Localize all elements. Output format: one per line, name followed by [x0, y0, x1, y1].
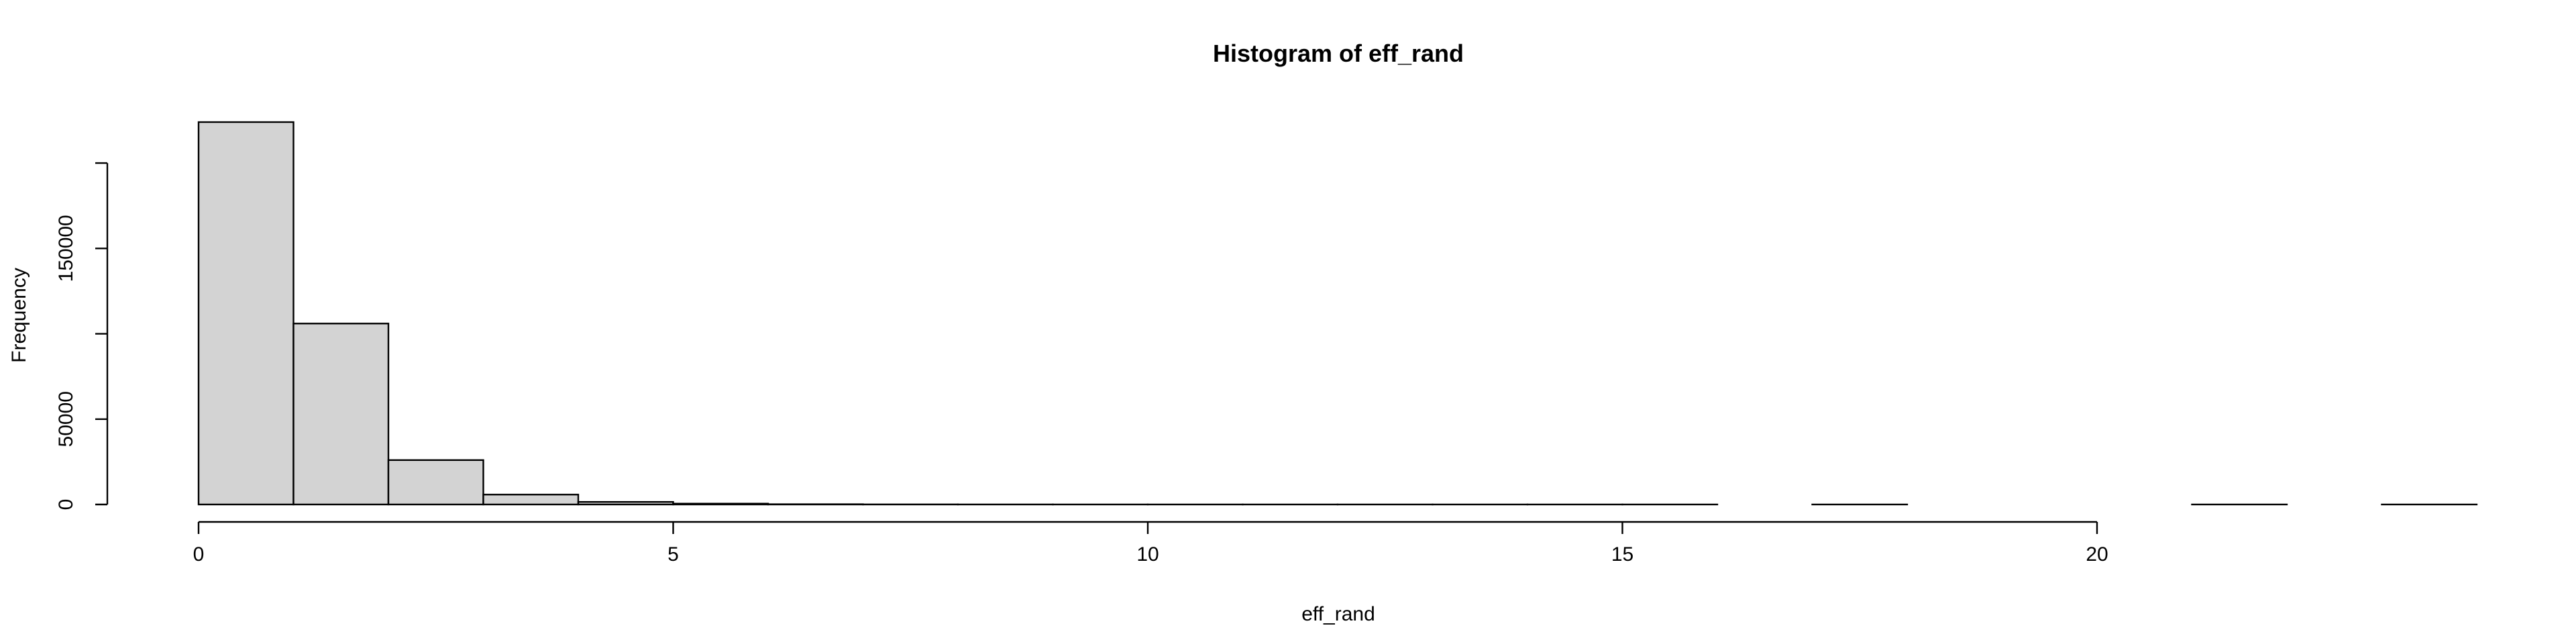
histogram-bar [577, 500, 674, 506]
y-tick-label: 150000 [55, 215, 77, 282]
x-tick-label: 20 [2086, 543, 2108, 566]
x-tick-label: 0 [193, 543, 205, 566]
histogram-bar [197, 121, 294, 506]
chart-title: Histogram of eff_rand [1213, 40, 1464, 67]
y-tick-label: 0 [55, 499, 77, 511]
histogram-bar [387, 459, 484, 506]
histogram-bar [292, 323, 390, 506]
x-tick-label: 5 [667, 543, 679, 566]
y-axis-title: Frequency [8, 268, 30, 363]
x-tick-label: 15 [1611, 543, 1633, 566]
histogram-bars [197, 121, 2478, 506]
x-axis: 0 5 10 15 20 [193, 521, 2108, 566]
histogram-bar [482, 494, 580, 506]
x-tick-label: 10 [1136, 543, 1159, 566]
x-axis-title: eff_rand [1301, 603, 1375, 625]
y-tick-label: 50000 [55, 391, 77, 447]
y-axis: 0 50000 150000 [55, 162, 109, 511]
